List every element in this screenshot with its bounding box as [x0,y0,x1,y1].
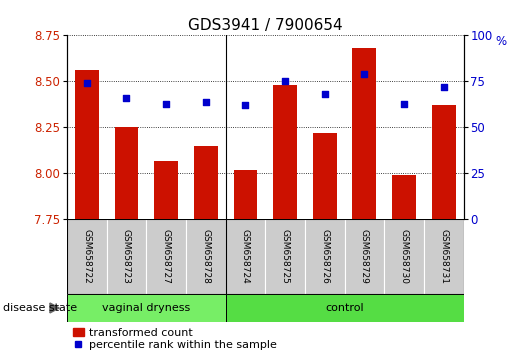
Text: vaginal dryness: vaginal dryness [102,303,191,313]
Point [162,101,170,106]
Point [82,80,91,86]
Bar [424,219,464,294]
Bar [194,146,218,219]
Point [440,84,448,90]
Bar [75,70,99,219]
Point [360,71,369,77]
Bar [432,105,456,219]
Text: GSM658722: GSM658722 [82,229,91,284]
FancyArrow shape [50,303,59,313]
Point [320,91,329,97]
Text: GSM658730: GSM658730 [400,229,408,284]
Text: control: control [325,303,364,313]
Bar [154,161,178,219]
Bar [107,219,146,294]
Text: GSM658731: GSM658731 [439,229,448,284]
Bar [305,219,345,294]
Bar [313,133,337,219]
Text: GSM658728: GSM658728 [201,229,210,284]
Point [123,95,131,101]
Bar [67,219,107,294]
Point [241,103,249,108]
Bar [273,85,297,219]
Text: GSM658729: GSM658729 [360,229,369,284]
Bar [114,127,139,219]
Bar [226,219,265,294]
Bar [392,175,416,219]
Bar [67,294,226,322]
Point [281,79,289,84]
Text: GSM658723: GSM658723 [122,229,131,284]
Point [400,101,408,106]
Text: GSM658726: GSM658726 [320,229,329,284]
Point [202,99,210,104]
Bar [146,219,186,294]
Bar [345,219,384,294]
Text: GSM658724: GSM658724 [241,229,250,284]
Title: GDS3941 / 7900654: GDS3941 / 7900654 [188,18,342,33]
Bar [233,170,258,219]
Text: disease state: disease state [3,303,77,313]
Bar [265,219,305,294]
Bar [186,219,226,294]
Bar [226,294,464,322]
Text: %: % [495,35,506,48]
Bar [384,219,424,294]
Text: GSM658725: GSM658725 [281,229,289,284]
Text: GSM658727: GSM658727 [162,229,170,284]
Legend: transformed count, percentile rank within the sample: transformed count, percentile rank withi… [73,328,277,350]
Bar [352,48,376,219]
